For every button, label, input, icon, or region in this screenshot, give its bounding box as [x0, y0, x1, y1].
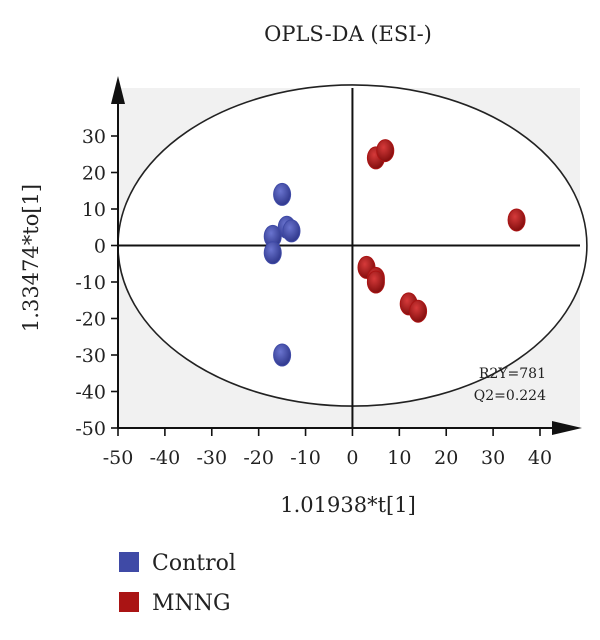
data-point-mnng [376, 139, 395, 163]
r2y-annotation: R2Y=781 [479, 366, 546, 382]
data-point-mnng [507, 208, 526, 232]
legend-label-mnng: MNNG [152, 591, 231, 616]
x-tick-label: 40 [528, 447, 552, 469]
data-point-mnng [366, 270, 385, 294]
y-tick-label: -50 [75, 418, 106, 440]
y-tick-label: -10 [75, 272, 106, 294]
y-tick-label: -30 [75, 345, 106, 367]
x-axis-arrow [552, 421, 582, 435]
chart-title: OPLS-DA (ESI-) [264, 22, 432, 46]
legend: Control MNNG [119, 551, 236, 616]
y-tick-label: -20 [75, 309, 106, 331]
legend-swatch-mnng [119, 592, 139, 612]
x-tick-label: 10 [387, 447, 411, 469]
y-tick-label: 10 [82, 199, 106, 221]
y-tick-label: 20 [82, 163, 106, 185]
data-point-control [273, 343, 292, 367]
legend-label-control: Control [152, 551, 236, 576]
data-point-control [273, 182, 292, 206]
x-tick-label: -20 [243, 447, 274, 469]
x-tick-label: -40 [150, 447, 181, 469]
y-axis-arrow [111, 76, 125, 104]
y-tick-label: 30 [82, 126, 106, 148]
x-tick-label: 30 [481, 447, 505, 469]
y-tick-label: 0 [94, 236, 106, 258]
x-tick-label: -50 [103, 447, 134, 469]
x-tick-label: -10 [290, 447, 321, 469]
legend-swatch-control [119, 552, 139, 572]
x-tick-label: 20 [434, 447, 458, 469]
x-axis-label: 1.01938*t[1] [280, 493, 416, 517]
data-point-control [282, 219, 301, 243]
data-point-control [263, 241, 282, 265]
y-axis-label: 1.33474*to[1] [19, 184, 43, 332]
x-tick-label: 0 [346, 447, 358, 469]
q2-annotation: Q2=0.224 [474, 388, 546, 404]
x-tick-label: -30 [196, 447, 227, 469]
data-point-mnng [409, 299, 428, 323]
y-tick-label: -40 [75, 382, 106, 404]
